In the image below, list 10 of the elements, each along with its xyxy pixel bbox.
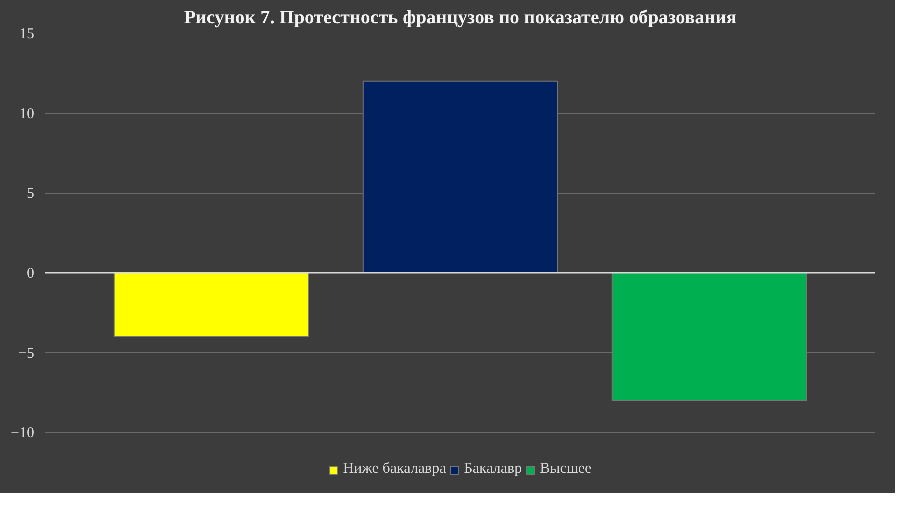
y-tick-label: 0	[27, 266, 34, 282]
chart-title: Рисунок 7. Протестность французов по показателю образования	[184, 8, 737, 28]
legend-label: Высшее	[540, 461, 592, 478]
legend-label: Бакалавр	[464, 461, 522, 478]
y-tick-label: 15	[20, 26, 34, 42]
y-tick-label: 10	[20, 106, 34, 122]
y-tick-label: 5	[27, 186, 34, 202]
y-tick-label: −5	[18, 346, 35, 362]
y-tick-label: −10	[11, 426, 35, 442]
legend-label: Ниже бакалавра	[343, 461, 446, 478]
